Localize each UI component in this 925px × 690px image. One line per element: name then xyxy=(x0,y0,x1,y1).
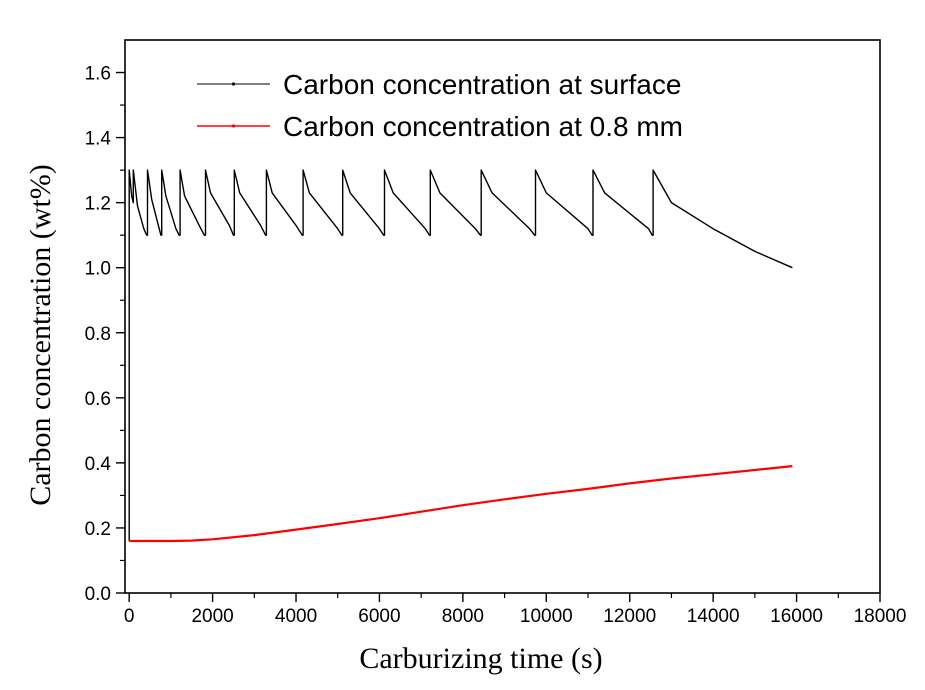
y-tick-label: 1.6 xyxy=(85,64,111,85)
y-axis-title: Carbon concentration (wt%) xyxy=(24,164,57,506)
x-tick-label: 10000 xyxy=(520,606,573,627)
plot-frame xyxy=(124,39,881,594)
x-tick-label: 12000 xyxy=(603,606,656,627)
x-tick-label: 18000 xyxy=(854,606,907,627)
y-tick-label: 0.4 xyxy=(85,454,112,475)
legend: Carbon concentration at surface Carbon co… xyxy=(197,69,683,142)
x-tick-label: 16000 xyxy=(770,606,823,627)
legend-label-2: Carbon concentration at 0.8 mm xyxy=(283,111,683,142)
y-tick-label: 0.6 xyxy=(85,389,111,410)
x-tick-label: 0 xyxy=(124,606,135,627)
x-tick-label: 8000 xyxy=(442,606,484,627)
x-tick-label: 2000 xyxy=(191,606,233,627)
y-tick-label: 0.8 xyxy=(85,324,111,345)
x-tick-label: 6000 xyxy=(358,606,400,627)
x-axis-title: Carburizing time (s) xyxy=(359,642,602,675)
axes: 0 2000 4000 6000 8000 10000 12000 14000 16000 180… xyxy=(85,39,907,627)
y-tick-label: 1.2 xyxy=(85,194,111,215)
y-tick-label: 1.0 xyxy=(85,259,111,280)
x-tick-label: 14000 xyxy=(687,606,740,627)
x-tick-label: 4000 xyxy=(275,606,317,627)
y-tick-label: 1.4 xyxy=(85,129,112,150)
legend-marker-1 xyxy=(231,82,236,86)
legend-marker-2 xyxy=(231,124,236,128)
series-layer xyxy=(128,169,793,543)
legend-label-1: Carbon concentration at surface xyxy=(283,69,681,100)
y-tick-label: 0.0 xyxy=(85,584,111,605)
series-line-2 xyxy=(129,465,793,543)
series-line-1 xyxy=(128,169,793,541)
y-tick-label: 0.2 xyxy=(85,519,111,540)
